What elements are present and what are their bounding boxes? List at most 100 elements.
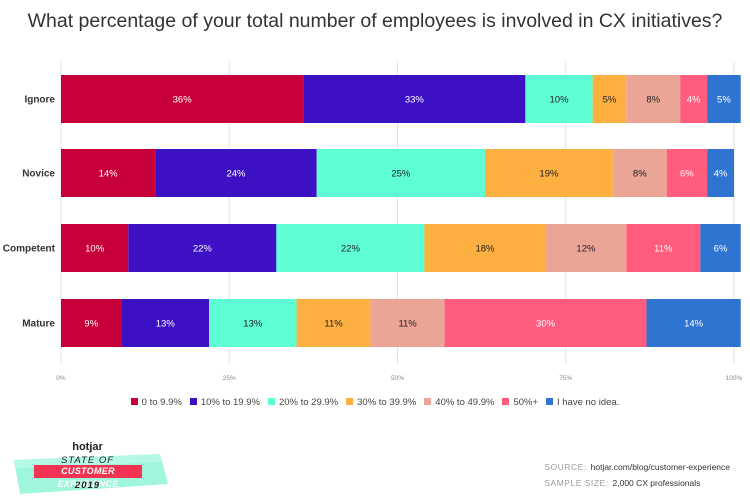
x-tick-label-25: 25% (223, 375, 236, 382)
bar-ignore-50 (680, 75, 708, 123)
data-label-ignore-0-to-9-9: 36% (173, 95, 193, 106)
bar-novice-20-to-29-9 (316, 149, 485, 197)
sample-size-line: SAMPLE SIZE: 2,000 CX professionals (544, 475, 730, 491)
legend-item-30-to-39-9: 30% to 39.9% (346, 397, 416, 408)
bar-ignore-30-to-39-9 (592, 75, 627, 123)
legend-item-50: 50%+ (502, 397, 538, 408)
bar-novice-10-to-19-9 (155, 149, 317, 197)
source-label: SOURCE: (544, 462, 587, 472)
data-label-mature-10-to-19-9: 13% (156, 319, 176, 330)
data-label-mature-20-to-29-9: 13% (243, 319, 263, 330)
data-label-ignore-30-to-39-9: 5% (603, 95, 617, 106)
legend-item-10-to-19-9: 10% to 19.9% (189, 397, 260, 408)
logo-state-of: STATE OF (60, 455, 115, 466)
data-label-mature-50: 30% (536, 319, 556, 330)
data-label-ignore-20-to-29-9: 10% (550, 95, 570, 106)
x-tick-label-0: 0% (56, 375, 66, 382)
data-label-ignore-10-to-19-9: 33% (405, 95, 425, 106)
data-label-novice-i-have-no-idea: 4% (714, 169, 728, 180)
data-label-novice-30-to-39-9: 19% (539, 169, 559, 180)
data-label-competent-20-to-29-9: 22% (341, 244, 361, 255)
data-label-novice-10-to-19-9: 24% (226, 169, 246, 180)
legend-label: 50%+ (513, 397, 538, 408)
legend-label: 20% to 29.9% (278, 397, 339, 408)
bar-ignore-i-have-no-idea (707, 75, 741, 123)
data-label-competent-40-to-49-9: 12% (576, 244, 596, 255)
bar-competent-0-to-9-9 (61, 224, 129, 272)
bar-competent-20-to-29-9 (276, 224, 425, 272)
bar-competent-40-to-49-9 (545, 224, 627, 272)
bar-mature-20-to-29-9 (209, 299, 297, 347)
chart-title: What percentage of your total number of … (27, 10, 723, 32)
logo-customer-experience: CUSTOMER EXPERIENCE (34, 465, 142, 489)
bar-ignore-10-to-19-9 (303, 75, 526, 123)
legend-item-40-to-49-9: 40% to 49.9% (424, 397, 494, 408)
category-label-ignore: Ignore (24, 95, 55, 106)
legend-swatch-icon (267, 398, 275, 405)
legend-swatch-icon (346, 398, 354, 405)
bar-ignore-0-to-9-9 (61, 75, 304, 123)
x-tick-label-75: 75% (559, 375, 572, 382)
bars: 36% 33% 10% 5% 8% 4% 5% 14% 24% 25% 19% 8% 6% 4% 10% 22… (61, 75, 741, 347)
legend-label: I have no idea. (557, 397, 620, 408)
bar-novice-i-have-no-idea (707, 149, 734, 197)
data-label-novice-50: 6% (680, 169, 694, 180)
bar-novice-50 (666, 149, 708, 197)
source-line: SOURCE: hotjar.com/blog/customer-experien… (544, 459, 730, 475)
legend-swatch-icon (130, 398, 138, 405)
bar-ignore-40-to-49-9 (626, 75, 681, 123)
legend: 0 to 9.9% 10% to 19.9% 20% to 29.9% 30% to … (0, 397, 750, 408)
data-label-competent-i-have-no-idea: 6% (714, 244, 728, 255)
legend-swatch-icon (189, 398, 197, 405)
bar-novice-40-to-49-9 (612, 149, 667, 197)
x-tick-label-100: 100% (726, 375, 743, 382)
bar-novice-0-to-9-9 (61, 149, 156, 197)
data-label-novice-20-to-29-9: 25% (391, 169, 411, 180)
bar-competent-30-to-39-9 (424, 224, 546, 272)
legend-label: 40% to 49.9% (435, 397, 495, 408)
logo-year: 2019 (74, 480, 101, 491)
data-label-competent-0-to-9-9: 10% (85, 244, 105, 255)
bar-competent-10-to-19-9 (128, 224, 277, 272)
category-label-competent: Competent (3, 244, 56, 255)
data-label-mature-0-to-9-9: 9% (84, 319, 98, 330)
legend-item-i-have-no-idea: I have no idea. (546, 397, 619, 408)
legend-swatch-icon (546, 398, 553, 405)
bar-mature-0-to-9-9 (61, 299, 122, 347)
x-tick-label-50: 50% (391, 375, 404, 382)
bar-competent-50 (626, 224, 701, 272)
category-label-mature: Mature (22, 319, 55, 330)
data-label-competent-30-to-39-9: 18% (475, 244, 495, 255)
data-label-mature-i-have-no-idea: 14% (684, 319, 704, 330)
bar-mature-10-to-19-9 (121, 299, 210, 347)
legend-item-0-to-9-9: 0 to 9.9% (130, 397, 182, 408)
data-label-novice-40-to-49-9: 8% (633, 169, 647, 180)
data-label-ignore-i-have-no-idea: 5% (717, 95, 731, 106)
sample-size-value: 2,000 CX professionals (612, 478, 701, 488)
sample-size-label: SAMPLE SIZE: (544, 478, 609, 488)
bar-competent-i-have-no-idea (700, 224, 741, 272)
source-footer: SOURCE: hotjar.com/blog/customer-experien… (544, 459, 730, 491)
data-label-ignore-50: 4% (687, 95, 701, 106)
bar-mature-30-to-39-9 (296, 299, 371, 347)
data-label-mature-40-to-49-9: 11% (398, 319, 417, 330)
state-of-cx-logo: hotjar STATE OF CUSTOMER EXPERIENCE 2019 (10, 440, 175, 495)
legend-swatch-icon (424, 398, 432, 405)
bar-ignore-20-to-29-9 (525, 75, 593, 123)
data-label-mature-30-to-39-9: 11% (324, 319, 343, 330)
data-label-competent-50: 11% (654, 244, 673, 255)
category-label-novice: Novice (22, 169, 55, 180)
legend-label: 10% to 19.9% (200, 397, 260, 408)
legend-item-20-to-29-9: 20% to 29.9% (267, 397, 339, 408)
bar-novice-30-to-39-9 (484, 149, 613, 197)
hotjar-brand: hotjar (72, 441, 103, 453)
bar-mature-40-to-49-9 (370, 299, 445, 347)
data-label-ignore-40-to-49-9: 8% (646, 95, 660, 106)
data-label-competent-10-to-19-9: 22% (193, 244, 213, 255)
category-labels: Ignore Novice Competent Mature (3, 95, 56, 330)
bar-mature-50 (444, 299, 647, 347)
legend-label: 0 to 9.9% (141, 397, 182, 408)
legend-label: 30% to 39.9% (357, 397, 417, 408)
bar-mature-i-have-no-idea (646, 299, 741, 347)
